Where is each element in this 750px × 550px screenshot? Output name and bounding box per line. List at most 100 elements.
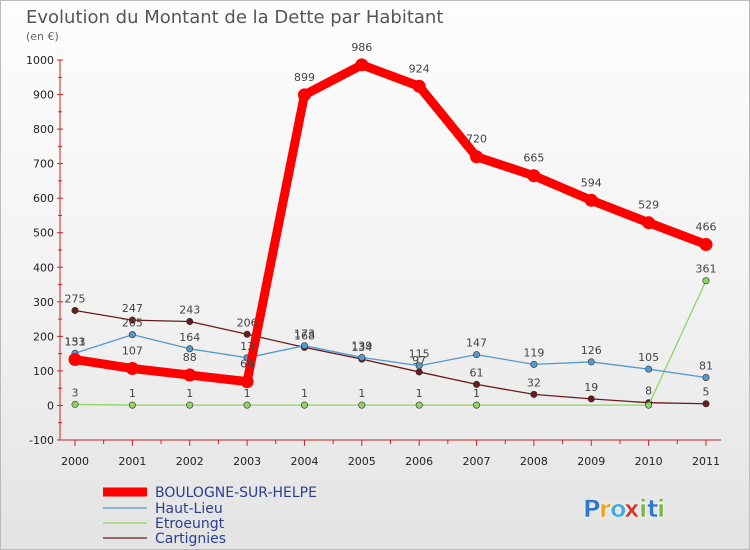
data-label: 1	[416, 387, 423, 400]
data-point	[243, 401, 251, 409]
series-line	[70, 60, 711, 387]
data-point	[530, 360, 538, 368]
data-label: 147	[466, 337, 487, 350]
y-tick-label: 100	[33, 365, 54, 378]
data-point	[355, 58, 369, 72]
axes: -100 0 100 200 300 400 500 600 700 800 900 1000 2000…	[26, 54, 721, 468]
data-label: 32	[527, 376, 541, 389]
data-point	[300, 342, 308, 350]
y-tick-label: 0	[47, 399, 54, 412]
data-label: 19	[584, 381, 598, 394]
data-point	[358, 401, 366, 409]
data-point	[71, 306, 79, 314]
data-point	[358, 353, 366, 361]
data-label: 205	[122, 317, 143, 330]
data-point	[587, 358, 595, 366]
data-label: 206	[237, 316, 258, 329]
data-point	[645, 401, 653, 409]
data-label: 720	[466, 133, 487, 146]
data-label: 119	[523, 346, 544, 359]
data-label: 1	[244, 387, 251, 400]
x-tick-label: 2007	[463, 455, 491, 468]
data-point	[186, 345, 194, 353]
data-point	[587, 395, 595, 403]
x-tick-label: 2001	[118, 455, 146, 468]
x-tick-label: 2005	[348, 455, 376, 468]
data-point	[240, 375, 254, 389]
data-point	[128, 331, 136, 339]
data-label: 8	[645, 385, 652, 398]
data-point	[415, 368, 423, 376]
y-tick-label: -100	[29, 434, 54, 447]
data-point	[128, 316, 136, 324]
data-label: 665	[523, 152, 544, 165]
chart-subtitle: (en €)	[26, 30, 59, 43]
series-layer	[68, 58, 713, 409]
logo-letter: x	[624, 495, 640, 523]
data-point	[412, 79, 426, 93]
data-label: 107	[122, 344, 143, 357]
data-label: 13	[240, 340, 254, 353]
series-line	[74, 280, 707, 406]
y-tick-label: 300	[33, 296, 54, 309]
data-point	[68, 353, 82, 367]
data-label: 151	[65, 335, 86, 348]
x-tick-label: 2003	[233, 455, 261, 468]
legend-label: Haut-Lieu	[155, 501, 223, 517]
data-point	[186, 401, 194, 409]
data-point	[415, 401, 423, 409]
data-label: 168	[294, 329, 315, 342]
y-tick-label: 800	[33, 123, 54, 136]
data-point	[699, 237, 713, 251]
y-tick-label: 400	[33, 261, 54, 274]
data-point	[642, 216, 656, 230]
data-label: 986	[351, 41, 372, 54]
logo-letter: t	[647, 495, 658, 523]
legend: BOULOGNE-SUR-HELPEHaut-LieuEtroeungtCart…	[103, 485, 317, 547]
data-point	[473, 401, 481, 409]
series-boulogne-sur-helpe	[68, 58, 713, 389]
data-label: 361	[696, 263, 717, 276]
chart-title: Evolution du Montant de la Dette par Hab…	[26, 7, 443, 28]
data-label: 134	[351, 341, 372, 354]
data-label: 81	[699, 359, 713, 372]
data-label: 5	[703, 386, 710, 399]
data-label: 126	[581, 344, 602, 357]
data-label: 69	[240, 358, 254, 371]
data-label: 1	[473, 387, 480, 400]
data-point	[530, 390, 538, 398]
data-point	[527, 169, 541, 183]
logo-letter: o	[610, 495, 627, 523]
data-label: 3	[72, 386, 79, 399]
data-point	[183, 368, 197, 382]
data-label: 139	[351, 339, 372, 352]
data-point	[702, 400, 710, 408]
data-label: 247	[122, 302, 143, 315]
data-point	[243, 330, 251, 338]
data-label: 594	[581, 176, 602, 189]
x-tick-label: 2002	[176, 455, 204, 468]
data-label: 88	[183, 351, 197, 364]
data-point	[645, 365, 653, 373]
data-label: 1	[129, 387, 136, 400]
data-label: 466	[696, 220, 717, 233]
data-point	[473, 380, 481, 388]
data-point	[470, 150, 484, 164]
x-tick-label: 2009	[577, 455, 605, 468]
data-point	[125, 361, 139, 375]
y-tick-label: 900	[33, 89, 54, 102]
data-label: 164	[179, 331, 200, 344]
data-point	[473, 351, 481, 359]
x-tick-label: 2011	[692, 455, 720, 468]
data-label: 97	[412, 354, 426, 367]
series-etroeungt	[71, 277, 710, 409]
y-tick-label: 200	[33, 330, 54, 343]
y-tick-label: 1000	[26, 54, 54, 67]
data-labels: 275 247 243 206 168 134 97 61 32 19 8 5 3 1 1 1 1 1 1 1 361 1…	[65, 41, 717, 400]
data-point	[584, 193, 598, 207]
legend-label: Etroeungt	[155, 516, 225, 532]
series-line	[74, 309, 707, 405]
data-point	[186, 318, 194, 326]
